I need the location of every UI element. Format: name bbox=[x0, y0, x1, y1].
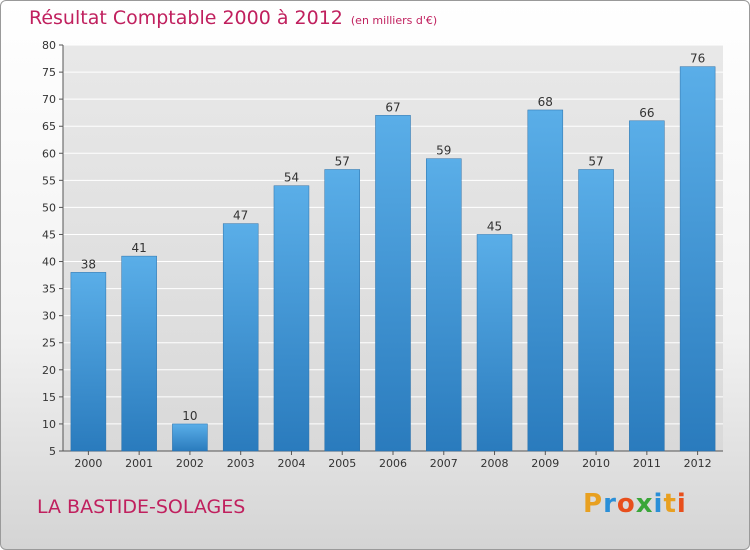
x-tick-label: 2012 bbox=[684, 457, 712, 470]
bar-value-label: 59 bbox=[436, 144, 451, 158]
y-tick-label: 80 bbox=[42, 39, 56, 52]
x-tick-label: 2008 bbox=[481, 457, 509, 470]
bar bbox=[324, 169, 360, 452]
bar-value-label: 76 bbox=[690, 52, 705, 66]
chart-title: Résultat Comptable 2000 à 2012 bbox=[29, 7, 343, 29]
logo-letter: r bbox=[603, 489, 617, 519]
logo-letter: o bbox=[616, 489, 636, 519]
y-tick-label: 35 bbox=[42, 283, 56, 296]
logo-letter: t bbox=[663, 489, 677, 519]
y-tick-label: 65 bbox=[42, 120, 56, 133]
bar-value-label: 57 bbox=[335, 155, 350, 169]
bar-value-label: 68 bbox=[538, 95, 553, 109]
place-name: LA BASTIDE-SOLAGES bbox=[37, 496, 246, 518]
y-tick-label: 25 bbox=[42, 337, 56, 350]
y-tick-label: 70 bbox=[42, 93, 56, 106]
y-tick-label: 5 bbox=[49, 445, 56, 458]
bar-value-label: 57 bbox=[588, 155, 603, 169]
bar-value-label: 47 bbox=[233, 209, 248, 223]
bar bbox=[629, 120, 665, 452]
x-tick-label: 2011 bbox=[633, 457, 661, 470]
bar-value-label: 67 bbox=[385, 100, 400, 114]
x-tick-label: 2000 bbox=[74, 457, 102, 470]
y-tick-label: 50 bbox=[42, 201, 56, 214]
y-tick-label: 15 bbox=[42, 391, 56, 404]
y-tick-label: 20 bbox=[42, 364, 56, 377]
bar bbox=[578, 169, 614, 452]
bar bbox=[679, 66, 716, 452]
bar bbox=[222, 223, 259, 452]
bar bbox=[172, 423, 208, 452]
bar bbox=[121, 255, 157, 452]
bar bbox=[273, 185, 310, 452]
bar-value-label: 41 bbox=[132, 241, 147, 255]
y-tick-label: 40 bbox=[42, 256, 56, 269]
chart-title-block: Résultat Comptable 2000 à 2012 (en millie… bbox=[29, 7, 437, 29]
logo-letter: i bbox=[676, 489, 687, 519]
x-tick-label: 2006 bbox=[379, 457, 407, 470]
y-tick-label: 45 bbox=[42, 228, 56, 241]
logo-letter: i bbox=[653, 489, 664, 519]
bar bbox=[426, 158, 462, 452]
y-tick-label: 30 bbox=[42, 310, 56, 323]
x-tick-label: 2009 bbox=[531, 457, 559, 470]
logo-letter: P bbox=[583, 489, 604, 519]
x-tick-label: 2001 bbox=[125, 457, 153, 470]
chart-subtitle: (en milliers d'€) bbox=[350, 14, 438, 27]
bar-value-label: 10 bbox=[182, 409, 197, 423]
y-tick-label: 55 bbox=[42, 174, 56, 187]
y-tick-label: 75 bbox=[42, 66, 56, 79]
bar bbox=[70, 272, 107, 452]
bar-value-label: 66 bbox=[639, 106, 654, 120]
y-tick-label: 60 bbox=[42, 147, 56, 160]
x-tick-label: 2007 bbox=[430, 457, 458, 470]
x-tick-label: 2002 bbox=[176, 457, 204, 470]
y-tick-label: 10 bbox=[42, 418, 56, 431]
x-tick-label: 2003 bbox=[227, 457, 255, 470]
bar bbox=[375, 115, 411, 452]
x-tick-label: 2004 bbox=[277, 457, 305, 470]
x-tick-label: 2010 bbox=[582, 457, 610, 470]
bar bbox=[476, 234, 513, 452]
x-tick-label: 2005 bbox=[328, 457, 356, 470]
bar-value-label: 38 bbox=[81, 257, 96, 271]
proxiti-logo: Proxiti bbox=[583, 489, 687, 519]
logo-letter: x bbox=[635, 489, 654, 519]
bar-value-label: 54 bbox=[284, 171, 299, 185]
bar bbox=[527, 109, 564, 452]
bar-value-label: 45 bbox=[487, 219, 502, 233]
